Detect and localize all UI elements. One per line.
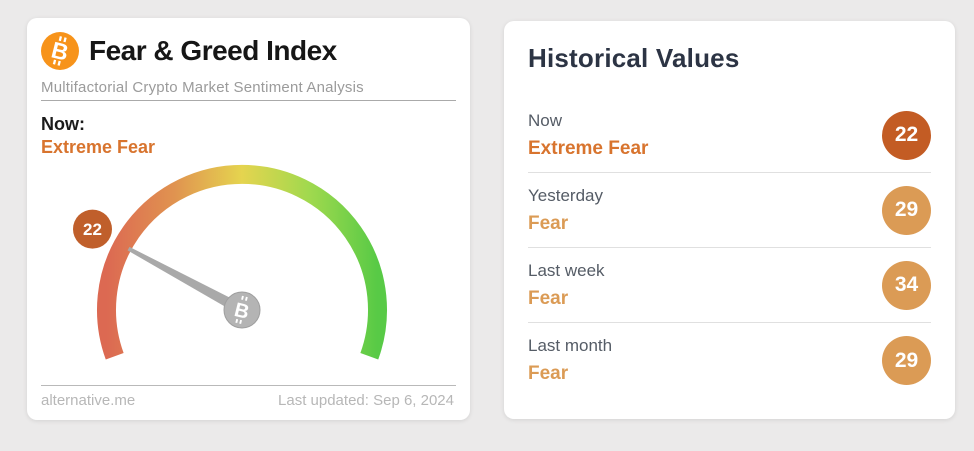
last-updated-text: Last updated: Sep 6, 2024 <box>278 392 454 409</box>
svg-text:B: B <box>232 299 251 324</box>
svg-text:B: B <box>49 37 71 66</box>
bitcoin-pivot-icon: B <box>232 295 251 324</box>
history-row-text: Last month Fear <box>528 336 612 385</box>
gauge-arc <box>97 164 387 360</box>
source-link[interactable]: alternative.me <box>41 392 136 409</box>
history-row-last-week: Last week Fear 34 <box>528 248 931 323</box>
gauge-value-label: 22 <box>83 220 102 239</box>
index-card-subtitle: Multifactorial Crypto Market Sentiment A… <box>41 79 364 96</box>
history-row-text: Now Extreme Fear <box>528 111 648 160</box>
now-sentiment: Extreme Fear <box>41 137 156 157</box>
gauge-value-badge: 22 <box>73 209 112 249</box>
historical-values-card: Historical Values Now Extreme Fear 22 Ye… <box>504 21 955 419</box>
historical-values-title: Historical Values <box>528 43 740 73</box>
history-row-sentiment: Extreme Fear <box>528 137 649 159</box>
footer-divider <box>41 385 456 386</box>
history-row-last-month: Last month Fear 29 <box>528 323 931 398</box>
history-row-text: Last week Fear <box>528 261 605 310</box>
history-row-label: Last week <box>528 260 605 280</box>
history-row-now: Now Extreme Fear 22 <box>528 98 931 173</box>
header-divider <box>41 100 456 101</box>
history-row-sentiment: Fear <box>528 363 569 384</box>
history-row-text: Yesterday Fear <box>528 186 603 235</box>
now-label: Now: <box>41 114 85 134</box>
history-row-label: Yesterday <box>528 185 603 205</box>
index-card-title: Fear & Greed Index <box>89 35 337 66</box>
index-card-header: B Fear & Greed Index <box>41 32 337 70</box>
gauge-needle <box>127 246 245 315</box>
gauge-pivot: B <box>223 291 261 329</box>
history-row-sentiment: Fear <box>528 287 569 309</box>
history-value-badge: 34 <box>882 260 931 310</box>
fear-greed-gauge: B 22 <box>73 164 387 360</box>
fear-greed-index-card: B Fear & Greed Index Multifactorial Cryp… <box>27 18 470 420</box>
history-row-yesterday: Yesterday Fear 29 <box>528 173 931 248</box>
history-value-badge: 29 <box>882 336 931 385</box>
history-row-label: Now <box>528 110 563 130</box>
history-value-badge: 29 <box>882 185 931 235</box>
history-row-sentiment: Fear <box>528 212 569 234</box>
bitcoin-icon: B <box>41 32 79 70</box>
history-value-badge: 22 <box>882 110 931 160</box>
history-row-label: Last month <box>528 336 613 355</box>
